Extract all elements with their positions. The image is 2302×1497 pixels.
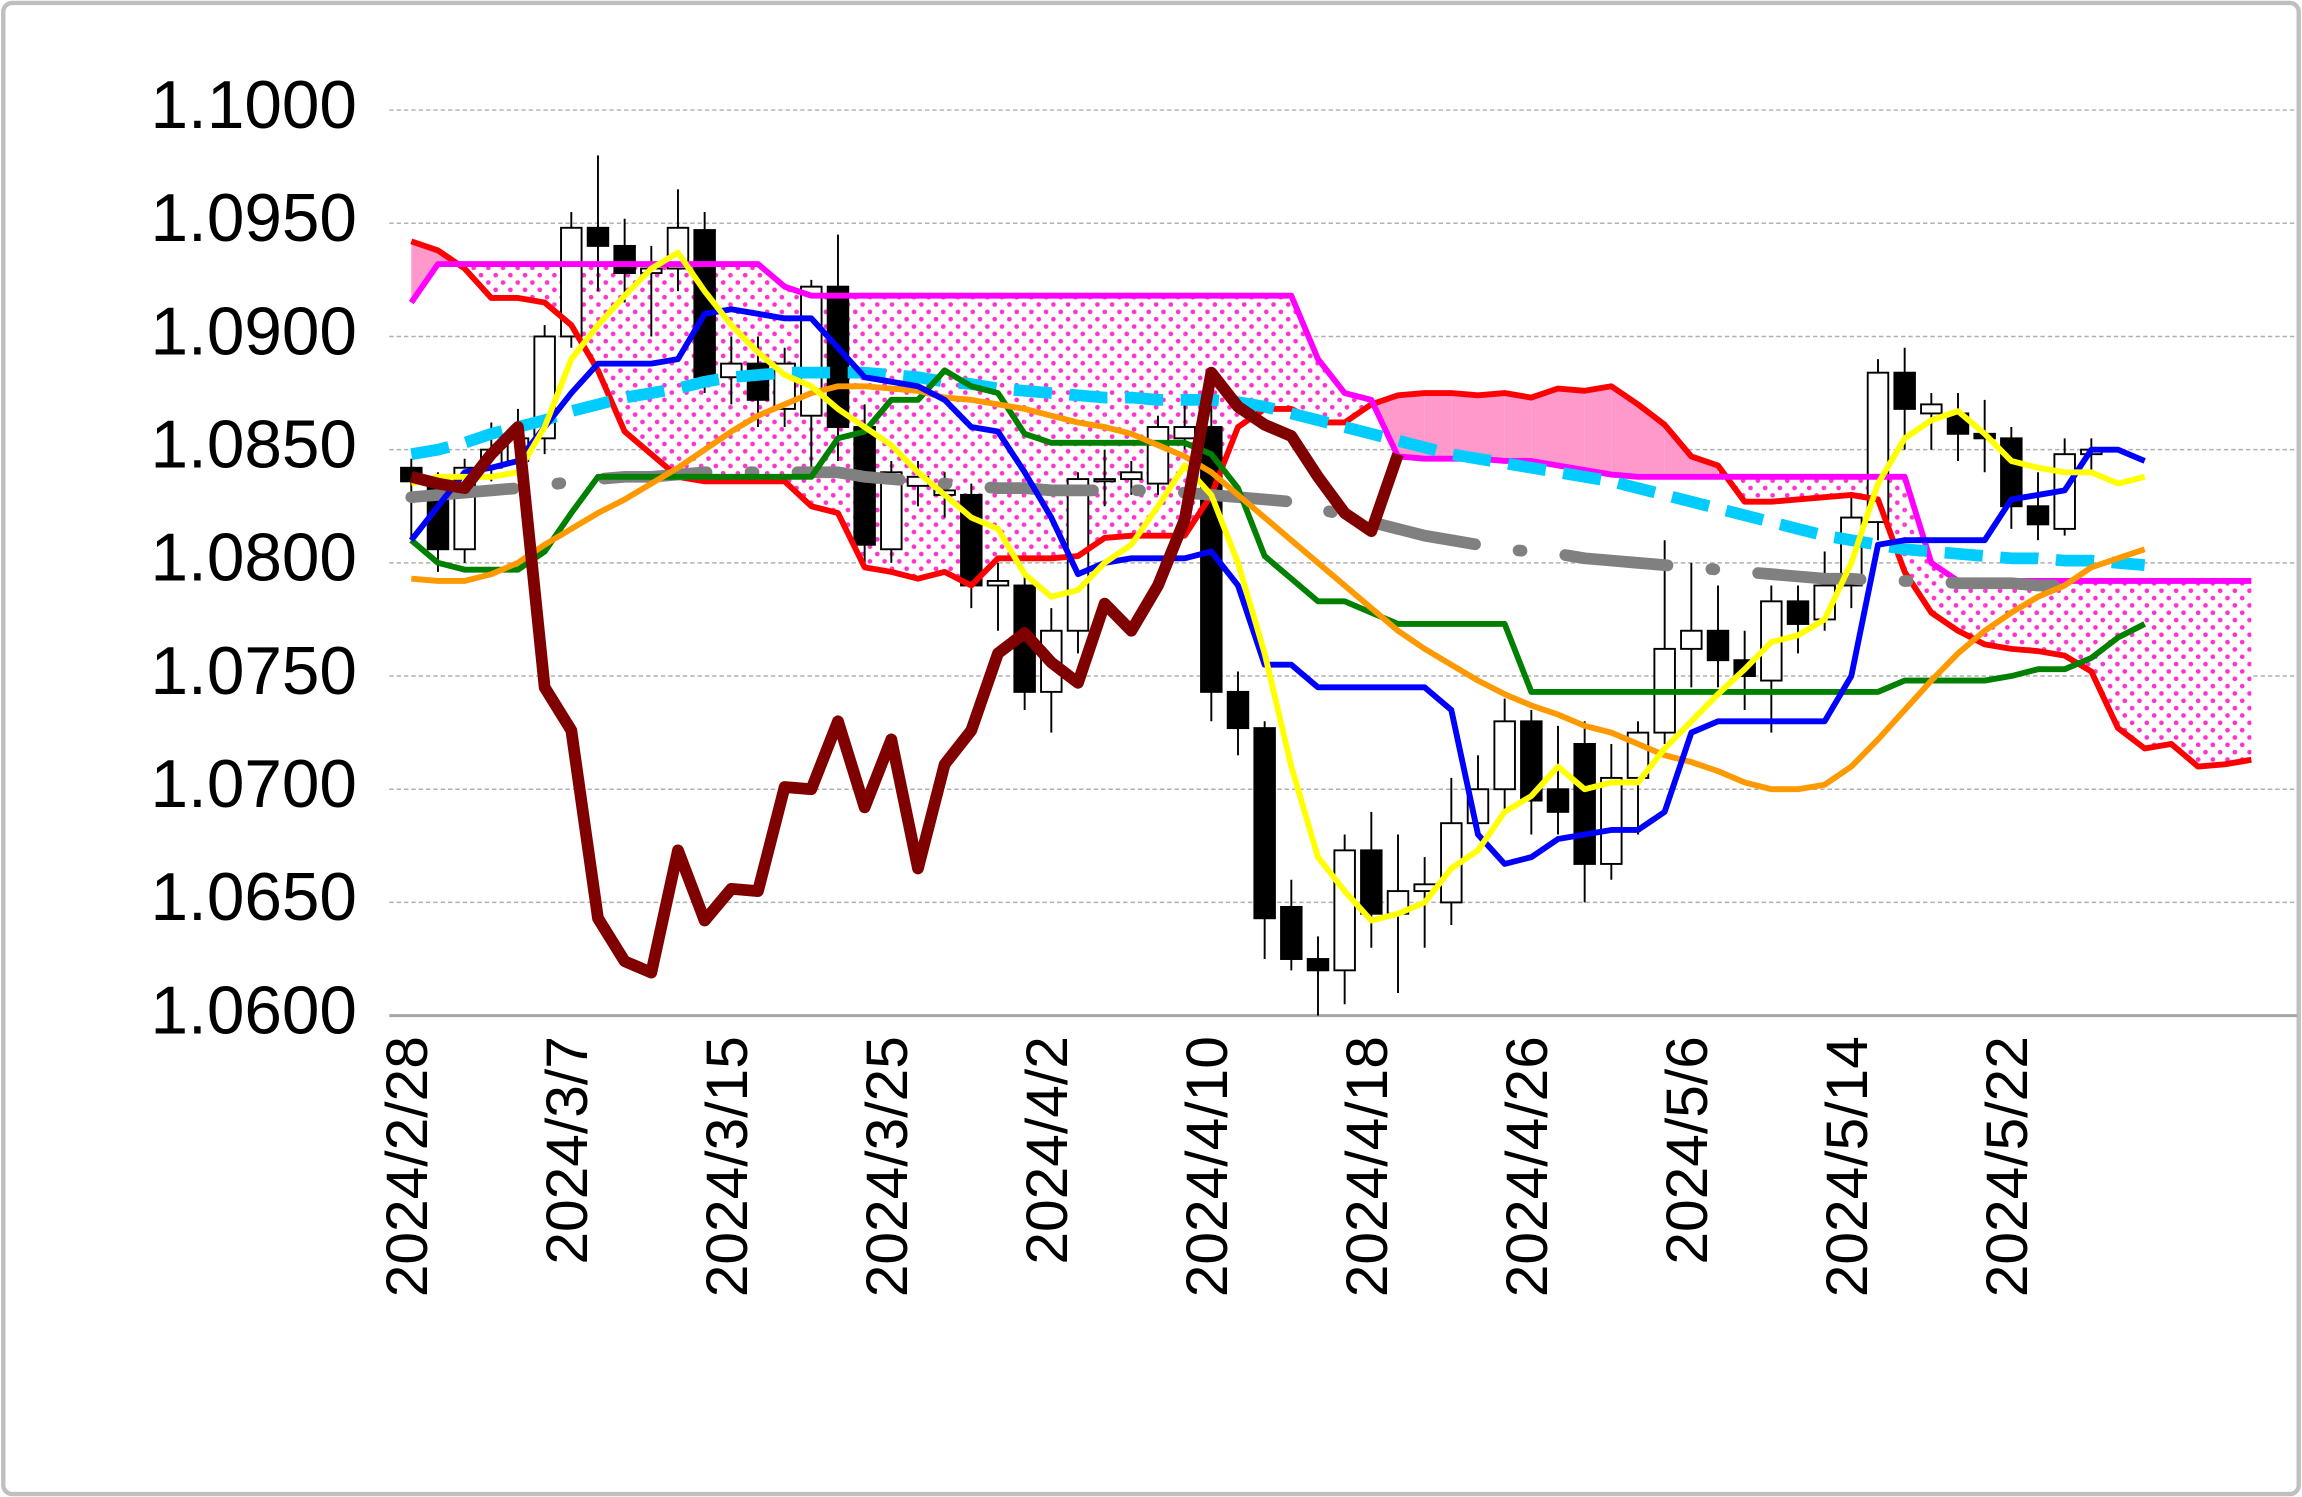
cloud-segment [1424, 393, 1452, 459]
candle-body [613, 244, 636, 275]
candle-body [1146, 426, 1170, 485]
cloud-segment [411, 241, 438, 303]
x-tick-label: 2024/4/18 [1335, 1036, 1400, 1297]
cloud-segment [1984, 580, 2012, 649]
candle-body [1226, 690, 1250, 730]
cloud-segment [1131, 295, 1158, 536]
cloud-segment [491, 264, 518, 298]
y-tick-label: 1.1000 [151, 68, 357, 143]
cloud-segment [1958, 580, 1985, 645]
x-tick-label: 2024/4/10 [1175, 1036, 1240, 1297]
cloud-segment [1024, 295, 1052, 559]
cloud-segment [2064, 580, 2092, 672]
cloud-segment [917, 295, 945, 579]
cloud-segment [517, 264, 545, 303]
candle-body [880, 471, 903, 551]
candle-body [1306, 958, 1330, 972]
candle-body [586, 226, 610, 247]
candle-body [1120, 471, 1143, 481]
cloud-segment [1744, 476, 1772, 502]
cloud-segment [2144, 580, 2172, 749]
y-tick-label: 1.0800 [151, 521, 357, 596]
cloud-segment [624, 264, 652, 455]
y-tick-label: 1.0600 [151, 973, 357, 1048]
x-tick-label: 2024/5/22 [1975, 1036, 2040, 1297]
cloud-segment [1797, 476, 1825, 500]
cloud-segment [2011, 580, 2039, 652]
series-line [408, 306, 2146, 867]
cloud-segment [1264, 295, 1292, 409]
candle-body [1093, 478, 1116, 483]
candle-body [1706, 629, 1730, 662]
cloud-segment [1237, 295, 1265, 428]
candle-body [1600, 776, 1623, 865]
cloud-segment [1104, 295, 1132, 538]
y-tick-label: 1.0700 [151, 747, 357, 822]
x-tick-label: 2024/3/25 [855, 1036, 920, 1297]
series-line [405, 466, 2098, 592]
candle-body [1920, 403, 1943, 415]
x-tick-label: 2024/5/14 [1815, 1036, 1880, 1297]
cloud-segment [1824, 476, 1852, 498]
series-line [410, 249, 2146, 924]
candle-body [1333, 849, 1356, 972]
candle-body [1680, 629, 1703, 650]
y-tick-label: 1.0750 [151, 634, 357, 709]
candle-body [1173, 426, 1196, 440]
cloud-segment [1584, 386, 1612, 475]
lines [405, 238, 2252, 979]
series-line [411, 383, 2146, 793]
x-tick-label: 2024/4/2 [1015, 1036, 1080, 1264]
cloud-segment [2038, 580, 2065, 656]
cloud-segment [1477, 393, 1505, 461]
x-tick-label: 2024/5/6 [1655, 1036, 1720, 1264]
cloud-segment [1664, 424, 1692, 477]
candle-body [1360, 849, 1383, 915]
candle-body [1893, 371, 1916, 410]
cloud-segment [1451, 393, 1478, 459]
candle-body [986, 579, 1010, 587]
x-tick-label: 2024/3/15 [695, 1036, 760, 1297]
series-line [408, 261, 2252, 584]
cloud-segment [1504, 393, 1532, 461]
candle-body [853, 426, 876, 546]
y-tick-label: 1.0850 [151, 407, 357, 482]
cloud-segment [1611, 386, 1638, 477]
candle-body [1786, 600, 1810, 625]
candle-body [1493, 720, 1516, 791]
x-tick-label: 2024/2/28 [375, 1036, 440, 1297]
cloud-segment [2091, 580, 2119, 729]
cloud-segment [1317, 359, 1345, 423]
y-tick-label: 1.0650 [151, 860, 357, 935]
labels: 1.0600 1.0650 1.0700 1.0750 1.0800 1.0850 1.09… [151, 68, 2040, 1297]
candle-body [560, 226, 583, 338]
candle-body [2026, 505, 2050, 526]
candle-body [1253, 727, 1276, 920]
candle-body [1280, 905, 1303, 960]
cloud-segment [2198, 580, 2225, 767]
x-tick-label: 2024/4/26 [1495, 1036, 1560, 1297]
y-tick-label: 1.0900 [151, 294, 357, 369]
cloud-segment [1771, 476, 1798, 502]
candle-body [1520, 720, 1543, 802]
cloud-segment [2118, 580, 2145, 749]
cloud-segment [2224, 580, 2252, 765]
cloud-segment [1291, 295, 1318, 423]
cloud-segment [651, 264, 678, 477]
y-tick-label: 1.0950 [151, 181, 357, 256]
candle-body [1866, 371, 1890, 524]
cloud-segment [1557, 388, 1585, 471]
candle-body [1573, 742, 1596, 865]
x-tick-label: 2024/3/7 [535, 1036, 600, 1264]
series-line [409, 366, 1404, 979]
cloud-segment [2171, 580, 2199, 767]
series-line [410, 238, 2252, 770]
series-line [409, 367, 2147, 695]
candle-body [1546, 788, 1570, 813]
cloud-segment [1531, 388, 1558, 466]
